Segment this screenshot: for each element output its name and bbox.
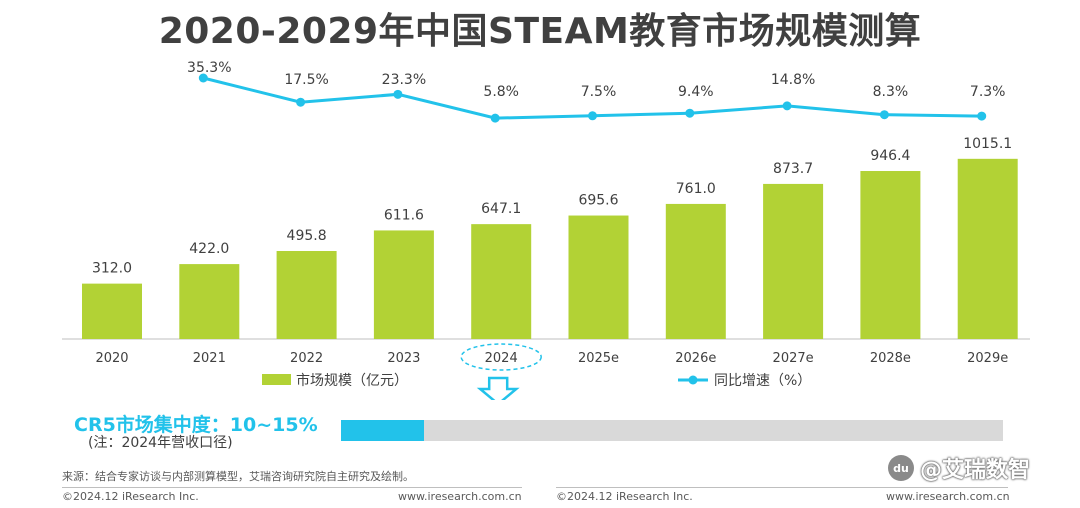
market-size-chart: 312.0 2020 422.0 2021 495.8 2022 611.6 2023 647.… [62, 60, 1030, 400]
cr5-note: (注：2024年营收口径) [88, 435, 233, 451]
x-tick-label-2022: 2022 [290, 351, 323, 366]
highlight-ellipse-2024 [460, 343, 542, 371]
watermark-logo-icon: du [888, 455, 914, 481]
watermark: du @艾瑞数智 [888, 452, 1030, 484]
bar-2023 [373, 230, 434, 339]
growth-point-2027e [782, 101, 792, 111]
legend-marker-growth [688, 375, 698, 385]
x-tick-label-2028e: 2028e [870, 351, 911, 366]
growth-label-2029e: 7.3% [970, 84, 1006, 100]
cr5-label: CR5市场集中度：10~15% [74, 414, 318, 436]
bar-2021 [179, 264, 240, 339]
watermark-text: @艾瑞数智 [920, 458, 1031, 483]
footer-divider-left [62, 487, 522, 488]
growth-point-2021 [198, 73, 208, 83]
bar-value-label-2021: 422.0 [189, 241, 229, 257]
bar-2025e [568, 215, 629, 339]
cr5-progress-fill [341, 420, 424, 441]
bar-value-label-2028e: 946.4 [870, 148, 910, 164]
down-arrow-icon [476, 376, 520, 400]
growth-label-2024: 5.8% [483, 84, 519, 100]
x-tick-label-2023: 2023 [387, 351, 420, 366]
footer-copyright-left: ©2024.12 iResearch Inc. [62, 490, 199, 503]
x-tick-label-2026e: 2026e [675, 351, 716, 366]
cr5-progress-track [341, 420, 1003, 441]
legend-label-growth: 同比增速（%） [714, 373, 811, 389]
growth-point-2023 [393, 89, 403, 99]
growth-point-2022 [296, 97, 306, 107]
chart-title: 2020-2029年中国STEAM教育市场规模测算 [158, 11, 922, 52]
bar-2027e [763, 183, 824, 339]
footer-divider-right [556, 487, 1008, 488]
bar-value-label-2029e: 1015.1 [963, 136, 1012, 152]
bar-2028e [860, 171, 921, 339]
legend-swatch-market-size [262, 374, 291, 385]
growth-label-2028e: 8.3% [873, 84, 909, 100]
bar-value-label-2025e: 695.6 [578, 193, 618, 209]
growth-label-2025e: 7.5% [581, 84, 617, 100]
growth-label-2021: 35.3% [187, 60, 231, 76]
bar-2029e [957, 158, 1018, 339]
x-tick-label-2020: 2020 [95, 351, 128, 366]
growth-point-2026e [685, 108, 695, 118]
x-tick-label-2021: 2021 [193, 351, 226, 366]
bar-2026e [665, 203, 726, 339]
growth-label-2026e: 9.4% [678, 84, 714, 100]
x-tick-label-2025e: 2025e [578, 351, 619, 366]
growth-point-2028e [879, 110, 889, 120]
x-tick-label-2027e: 2027e [773, 351, 814, 366]
growth-point-2025e [588, 111, 597, 121]
bar-value-label-2024: 647.1 [481, 201, 521, 217]
growth-point-2024 [490, 113, 500, 123]
footer-copyright-right: ©2024.12 iResearch Inc. [556, 490, 693, 503]
footer-url-left: www.iresearch.com.cn [398, 490, 522, 503]
bar-2024 [471, 224, 532, 339]
growth-label-2027e: 14.8% [771, 72, 815, 88]
legend-label-market-size: 市场规模（亿元） [296, 372, 408, 389]
bar-value-label-2020: 312.0 [92, 261, 132, 277]
x-tick-label-2029e: 2029e [967, 351, 1008, 366]
footer-url-right: www.iresearch.com.cn [886, 490, 1010, 503]
bar-value-label-2023: 611.6 [384, 207, 424, 223]
x-tick-label-2024: 2024 [485, 351, 518, 366]
bar-2022 [276, 250, 337, 339]
bar-value-label-2026e: 761.0 [676, 181, 716, 197]
growth-label-2022: 17.5% [284, 72, 328, 88]
source-note: 来源：结合专家访谈与内部测算模型，艾瑞咨询研究院自主研究及绘制。 [62, 470, 414, 483]
bar-2020 [82, 283, 142, 339]
bar-value-label-2022: 495.8 [287, 228, 327, 244]
bar-value-label-2027e: 873.7 [773, 161, 813, 177]
growth-point-2029e [977, 111, 987, 121]
growth-label-2023: 23.3% [382, 72, 426, 88]
